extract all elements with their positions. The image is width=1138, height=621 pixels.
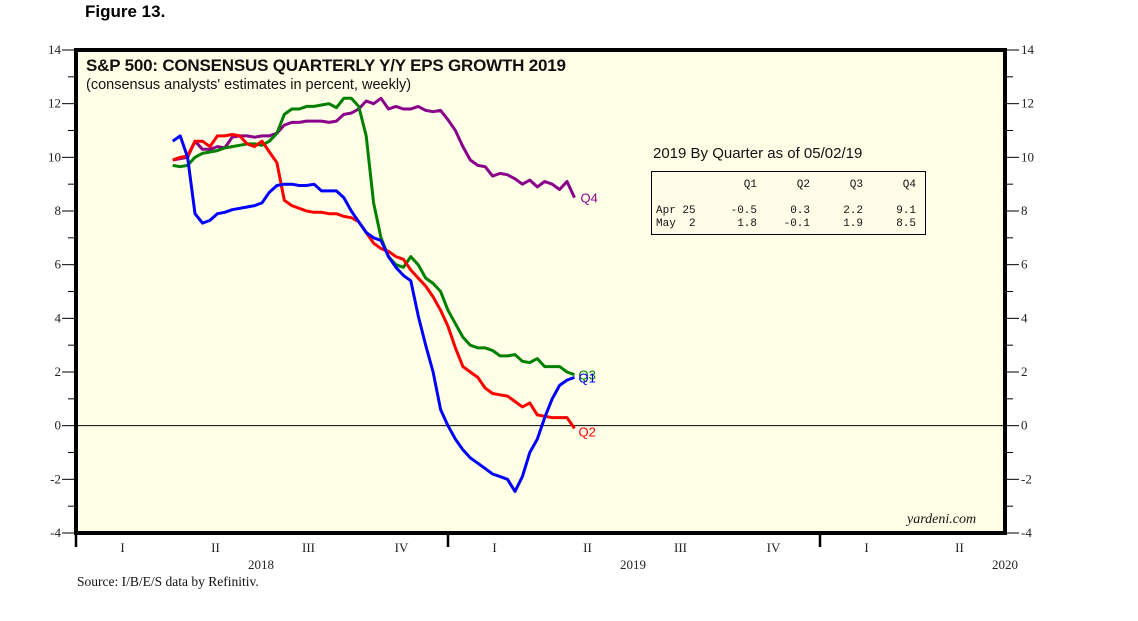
y-tick-label-right: 2 — [1021, 364, 1028, 379]
plot-background — [74, 48, 1007, 535]
x-quarter-label: III — [674, 540, 687, 555]
y-tick-label-right: 8 — [1021, 203, 1028, 218]
y-tick-label-right: 6 — [1021, 257, 1028, 272]
header-cell — [656, 179, 704, 192]
chart-subtitle: (consensus analysts' estimates in percen… — [86, 77, 412, 93]
x-quarter-label: II — [955, 540, 964, 555]
x-quarter-label: III — [302, 540, 315, 555]
cell: 1.9 — [843, 218, 863, 230]
series-label-q1: Q1 — [578, 370, 595, 385]
cell: 9.1 — [896, 205, 916, 217]
header-cell: Q2 — [796, 179, 810, 191]
summary-table-header: Q1 Q2 Q3 Q4 — [656, 179, 916, 192]
source-note: Source: I/B/E/S data by Refinitiv. — [77, 574, 259, 589]
y-tick-label-left: 6 — [55, 257, 62, 272]
series-line-q1 — [171, 134, 576, 493]
series-group — [171, 96, 576, 493]
figure-label: Figure 13. — [85, 2, 166, 21]
y-tick-label-left: -4 — [50, 525, 61, 540]
y-tick-label-left: 2 — [55, 364, 62, 379]
x-quarter-label: I — [492, 540, 496, 555]
x-year-label: 2018 — [248, 557, 274, 572]
series-line-q2 — [172, 133, 576, 430]
y-tick-label-left: 14 — [48, 42, 62, 57]
cell: 1.8 — [737, 218, 757, 230]
x-quarter-label: II — [583, 540, 592, 555]
y-tick-label-left: 0 — [55, 418, 62, 433]
y-tick-label-right: -4 — [1021, 525, 1032, 540]
x-year-label: 2019 — [620, 557, 646, 572]
y-tick-label-left: 12 — [48, 96, 61, 111]
series-label-q3: Q3 — [578, 368, 595, 383]
x-quarter-label: I — [120, 540, 124, 555]
summary-table: Q1 Q2 Q3 Q4 Apr 25 -0.5 0.3 2.2 9.1 May … — [651, 171, 926, 235]
y-tick-label-right: 10 — [1021, 149, 1034, 164]
cell: -0.1 — [783, 218, 810, 230]
y-tick-label-right: -2 — [1021, 471, 1032, 486]
y-tick-label-left: 4 — [55, 310, 62, 325]
cell: 8.5 — [896, 218, 916, 230]
table-row: Apr 25 -0.5 0.3 2.2 9.1 — [656, 205, 916, 218]
x-year-label: 2020 — [992, 557, 1018, 572]
y-tick-label-right: 12 — [1021, 96, 1034, 111]
series-label-q2: Q2 — [578, 424, 595, 439]
left-axis: -4 -2 0 2 4 6 8 10 12 14 — [48, 42, 76, 540]
chart-title: S&P 500: CONSENSUS QUARTERLY Y/Y EPS GRO… — [86, 56, 566, 75]
y-tick-label-right: 4 — [1021, 310, 1028, 325]
right-axis: -4 -2 0 2 4 6 8 10 12 14 — [1005, 42, 1035, 540]
cell: 2.2 — [843, 205, 863, 217]
y-tick-label-left: -2 — [50, 471, 61, 486]
summary-table-heading: 2019 By Quarter as of 05/02/19 — [653, 145, 863, 162]
row-label: Apr 25 — [656, 205, 696, 217]
x-quarter-label: IV — [395, 540, 409, 555]
y-tick-label-left: 8 — [55, 203, 62, 218]
series-label-q4: Q4 — [580, 191, 597, 206]
x-quarter-label: IV — [767, 540, 781, 555]
y-tick-label-right: 14 — [1021, 42, 1035, 57]
row-label: May 2 — [656, 218, 696, 230]
series-labels: Q4 Q3 Q2 Q1 — [578, 191, 597, 440]
series-line-q3 — [172, 96, 576, 377]
header-cell: Q4 — [902, 179, 916, 191]
header-cell: Q3 — [849, 179, 863, 191]
x-quarter-label: II — [211, 540, 220, 555]
watermark: yardeni.com — [907, 512, 977, 527]
header-cell: Q1 — [743, 179, 757, 191]
y-tick-label-left: 10 — [48, 149, 61, 164]
cell: -0.5 — [730, 205, 757, 217]
x-quarter-label: I — [864, 540, 868, 555]
table-row: May 2 1.8 -0.1 1.9 8.5 — [656, 218, 916, 231]
y-tick-label-right: 0 — [1021, 418, 1028, 433]
cell: 0.3 — [790, 205, 810, 217]
